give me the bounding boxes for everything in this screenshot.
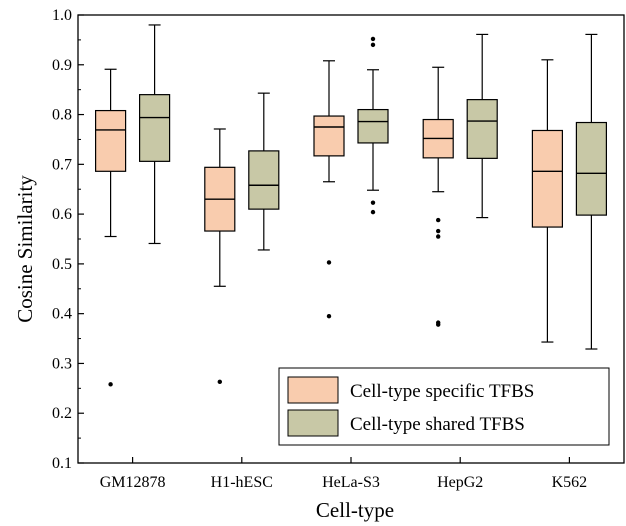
y-tick-label: 0.1 xyxy=(52,455,72,472)
y-tick-label: 0.7 xyxy=(52,156,72,173)
outlier-point xyxy=(436,217,441,223)
y-tick-label: 0.2 xyxy=(52,405,72,422)
plot-area: 0.1 0.2 0.3 0.4 0.5 0.6 0.7 0.8 0.9 1.0 GM12878 H1-… xyxy=(52,7,625,491)
outlier-point xyxy=(436,322,441,327)
y-tick-label: 0.6 xyxy=(52,206,72,223)
box xyxy=(575,121,608,216)
box xyxy=(531,129,564,228)
y-tick-label: 0.3 xyxy=(52,355,72,372)
box xyxy=(248,150,280,210)
y-tick-label: 0.4 xyxy=(52,306,72,323)
x-tick-label: HepG2 xyxy=(437,474,483,491)
x-tick-label: H1-hESC xyxy=(211,474,273,491)
y-tick-label: 0.8 xyxy=(52,107,72,124)
outlier-point xyxy=(108,382,113,387)
outlier-point xyxy=(370,42,376,48)
legend-label-shared: Cell-type shared TFBS xyxy=(350,414,525,435)
x-axis-title: Cell-type xyxy=(316,498,394,522)
x-tick-label: HeLa-S3 xyxy=(322,474,380,491)
outlier-point xyxy=(436,228,441,234)
legend-swatch-shared xyxy=(287,409,339,437)
y-tick-label: 0.5 xyxy=(52,256,72,273)
outlier-point xyxy=(370,209,376,215)
outlier-point xyxy=(370,36,376,42)
outlier-point xyxy=(326,313,332,319)
box xyxy=(94,109,127,172)
box xyxy=(357,108,389,144)
box xyxy=(313,115,345,157)
y-tick-label: 1.0 xyxy=(52,7,72,24)
outlier-point xyxy=(217,379,222,385)
outlier-point xyxy=(436,234,441,239)
box xyxy=(466,99,498,159)
box xyxy=(139,94,171,162)
x-tick-label: GM12878 xyxy=(100,474,166,491)
x-tick-label: K562 xyxy=(552,474,588,491)
y-tick-label: 0.9 xyxy=(52,57,72,74)
outlier-point xyxy=(370,200,376,205)
outlier-point xyxy=(326,260,332,265)
legend-label-specific: Cell-type specific TFBS xyxy=(350,381,534,402)
legend: Cell-type specific TFBS Cell-type shared… xyxy=(278,367,610,446)
legend-swatch-specific xyxy=(287,376,339,404)
y-axis-title: Cosine Similarity xyxy=(13,175,37,323)
